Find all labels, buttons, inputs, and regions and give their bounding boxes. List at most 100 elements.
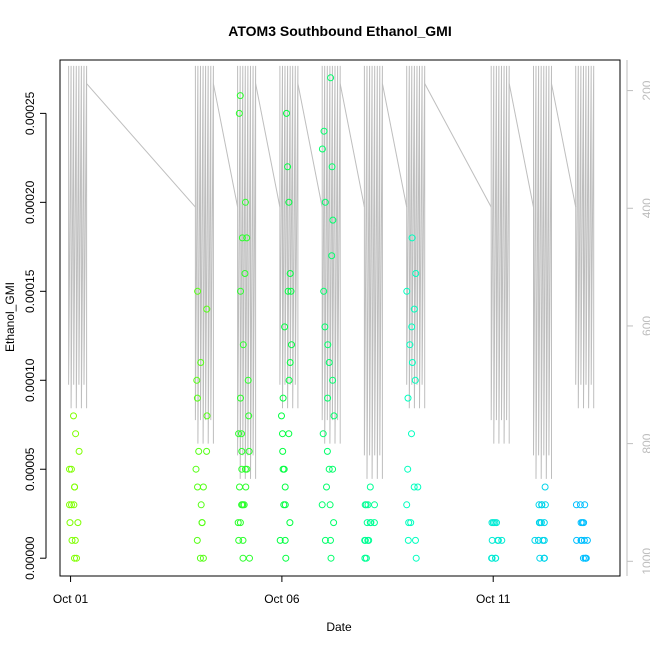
data-point — [70, 412, 77, 420]
data-point — [238, 430, 245, 438]
data-point — [327, 74, 335, 82]
data-point — [572, 501, 580, 509]
chart-title: ATOM3 Southbound Ethanol_GMI — [228, 23, 451, 39]
data-point — [324, 341, 332, 349]
data-point — [329, 465, 337, 473]
data-point — [236, 519, 244, 527]
data-point — [407, 519, 415, 527]
data-point — [193, 394, 201, 402]
data-point — [281, 536, 289, 544]
data-point — [541, 483, 549, 491]
data-point — [235, 109, 243, 117]
data-point — [326, 501, 334, 509]
data-point — [411, 376, 419, 384]
data-point — [286, 519, 294, 527]
data-point — [321, 323, 329, 331]
data-point — [199, 554, 207, 562]
data-point — [412, 554, 420, 562]
y-tick-label: 0.00005 — [23, 447, 37, 491]
data-point — [408, 430, 415, 438]
data-point — [285, 198, 293, 206]
data-point — [321, 536, 329, 544]
secondary-trace — [490, 65, 510, 444]
data-point — [241, 270, 249, 277]
data-point — [276, 536, 284, 544]
secondary-tick-label: 600 — [640, 316, 650, 336]
data-point — [364, 501, 372, 509]
data-point — [318, 501, 326, 509]
data-point — [318, 145, 326, 153]
data-point — [361, 501, 369, 509]
data-point — [412, 270, 420, 277]
data-point — [536, 554, 544, 562]
data-point — [285, 376, 293, 384]
secondary-tick-label: 200 — [640, 80, 650, 100]
data-point — [71, 483, 78, 491]
data-point — [403, 501, 411, 509]
data-point — [370, 519, 378, 527]
secondary-trace — [321, 65, 341, 444]
data-point — [75, 447, 83, 455]
secondary-tick-label: 1000 — [640, 548, 650, 575]
data-point — [242, 483, 250, 491]
data-point — [361, 536, 369, 544]
data-point — [237, 287, 244, 295]
data-point — [320, 287, 328, 295]
data-point — [68, 501, 75, 509]
data-point — [203, 305, 211, 313]
data-point — [72, 430, 80, 438]
secondary-connector — [550, 83, 577, 208]
secondary-connector — [508, 83, 534, 208]
data-point — [330, 519, 338, 527]
data-point — [540, 519, 548, 527]
data-point — [245, 447, 253, 455]
data-point — [284, 287, 292, 295]
data-point — [66, 501, 73, 509]
data-point — [412, 536, 419, 544]
data-point — [239, 554, 247, 562]
data-point — [239, 536, 247, 544]
data-point — [573, 536, 581, 544]
y-tick-label: 0.00020 — [23, 180, 37, 224]
data-point — [203, 412, 211, 420]
x-tick-label: Oct 11 — [476, 592, 511, 606]
data-point — [327, 554, 335, 562]
x-tick-label: Oct 01 — [53, 592, 89, 606]
data-points-layer — [66, 74, 591, 562]
data-point — [282, 554, 290, 562]
data-point — [329, 216, 337, 224]
data-point — [541, 501, 549, 509]
data-point — [238, 465, 246, 473]
data-point — [580, 536, 588, 544]
data-point — [580, 519, 588, 527]
secondary-tick-label: 400 — [640, 198, 650, 218]
data-point — [325, 359, 333, 366]
data-point — [540, 554, 548, 562]
data-point — [286, 359, 294, 366]
data-point — [403, 287, 411, 295]
data-point — [236, 483, 243, 491]
data-point — [577, 519, 585, 527]
data-point — [498, 536, 506, 544]
secondary-trace — [237, 65, 257, 479]
data-point — [244, 376, 252, 384]
secondary-connector — [212, 83, 239, 208]
data-point — [203, 447, 211, 455]
data-point — [280, 501, 288, 509]
data-point — [539, 536, 547, 544]
data-point — [234, 519, 242, 527]
data-point — [408, 234, 416, 242]
data-point — [536, 519, 544, 527]
data-point — [404, 394, 412, 402]
data-point — [71, 536, 79, 544]
data-point — [67, 465, 75, 473]
data-point — [288, 341, 295, 349]
data-point — [538, 501, 546, 509]
data-point — [198, 519, 206, 527]
data-point — [363, 519, 371, 527]
data-point — [531, 536, 539, 544]
data-point — [238, 447, 246, 455]
data-point — [535, 536, 542, 544]
data-point — [414, 483, 422, 491]
